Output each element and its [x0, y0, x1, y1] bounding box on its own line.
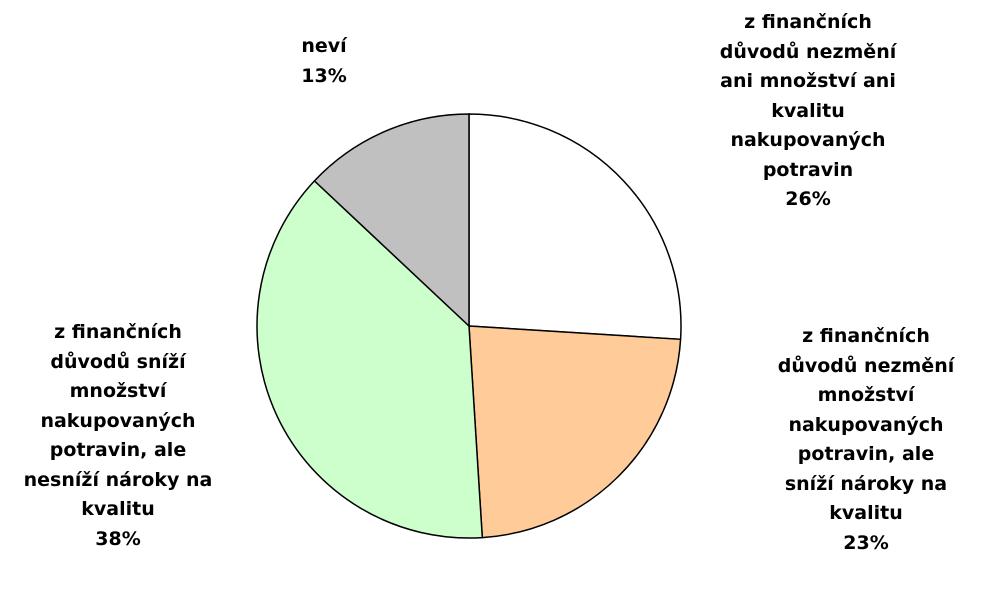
- value-label: 38%: [95, 527, 141, 550]
- value-label: 13%: [301, 64, 347, 87]
- value-label: 26%: [785, 188, 831, 210]
- slice-label: z finančních důvodů nezmění ani množství…: [718, 8, 898, 215]
- value-label: 23%: [843, 531, 889, 554]
- pie-slice: [468, 113, 682, 341]
- category-label: neví: [301, 35, 347, 57]
- category-label: z finančních důvodů nezmění množství nak…: [777, 325, 955, 524]
- pie-slice: [256, 180, 484, 539]
- category-label: z finančních důvodů sníží množství nakup…: [23, 321, 213, 520]
- pie-slice: [468, 325, 682, 539]
- slice-label: z finančních důvodů sníží množství nakup…: [14, 318, 222, 554]
- slice-label: z finančních důvodů nezmění množství nak…: [772, 322, 960, 558]
- pie-slice: [313, 113, 470, 327]
- slice-label: neví 13%: [254, 32, 394, 91]
- category-label: z finančních důvodů nezmění ani množství…: [719, 11, 897, 181]
